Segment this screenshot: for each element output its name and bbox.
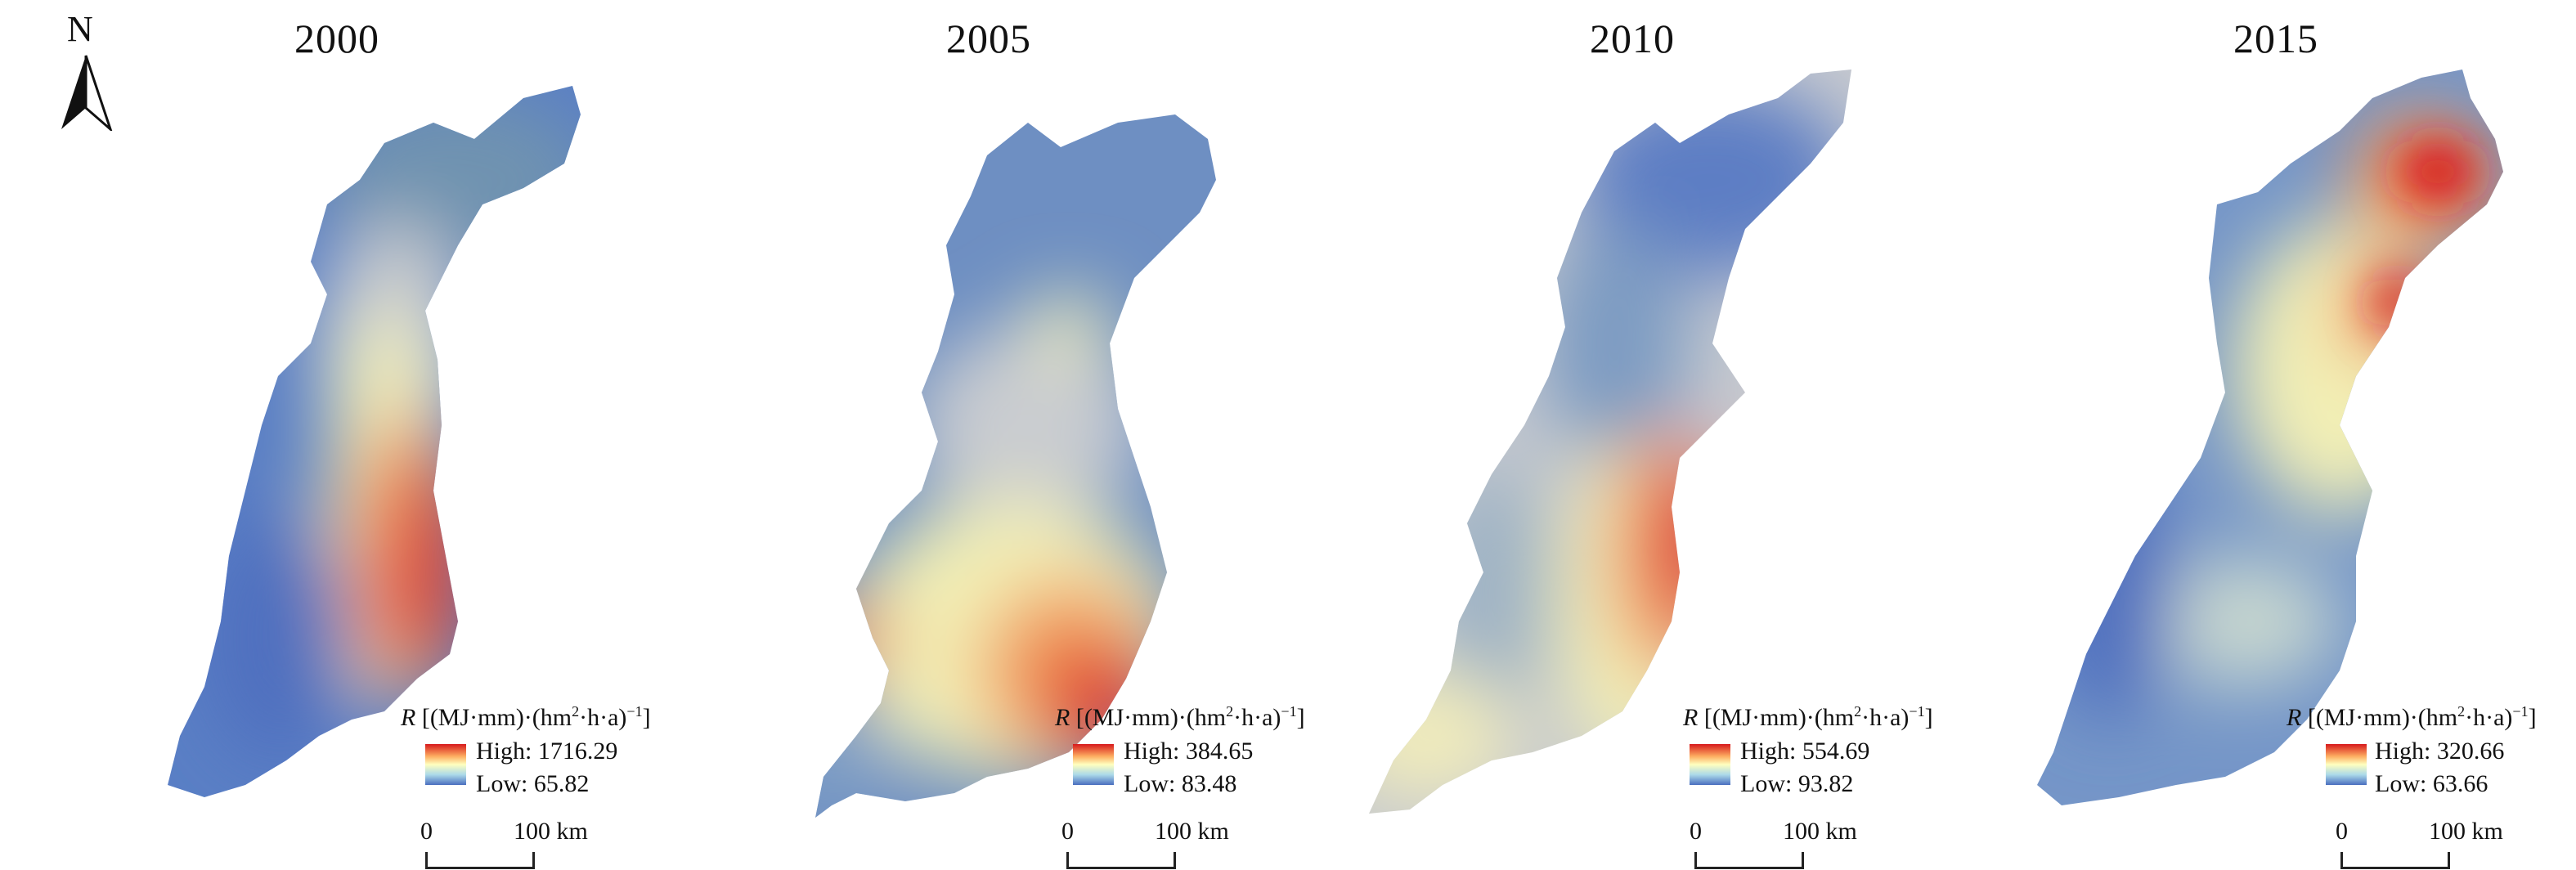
scale-zero: 0 — [420, 818, 433, 845]
scale-bar-line — [2340, 852, 2450, 869]
erosivity-map-2000 — [168, 86, 581, 797]
legend-low: Low: 83.48 — [1124, 770, 1237, 797]
scale-bar-line — [1694, 852, 1804, 869]
map-panel-2005: 2005 — [644, 0, 1288, 870]
legend-title: R [(MJ·mm)·(hm2·h·a)−1] — [1055, 703, 1305, 731]
color-ramp — [425, 744, 466, 785]
color-ramp — [1073, 744, 1114, 785]
scale-end: 100 km — [514, 818, 588, 845]
legend-high: High: 320.66 — [2375, 738, 2505, 765]
map-panel-2000: 2000 — [0, 0, 644, 870]
erosivity-map-2005 — [815, 114, 1216, 818]
erosivity-map-2015 — [2037, 70, 2503, 805]
scale-bar-line — [425, 852, 535, 869]
legend-title: R [(MJ·mm)·(hm2·h·a)−1] — [401, 703, 651, 731]
scale-end: 100 km — [1155, 818, 1229, 845]
color-ramp — [2326, 744, 2367, 785]
legend-high: High: 1716.29 — [476, 738, 618, 765]
legend-low: Low: 63.66 — [2375, 770, 2488, 797]
north-arrow-icon — [61, 55, 113, 131]
panel-year: 2005 — [946, 16, 1031, 61]
color-ramp — [1690, 744, 1730, 785]
scale-zero: 0 — [2336, 818, 2348, 845]
legend-high: High: 554.69 — [1740, 738, 1870, 765]
legend-high: High: 384.65 — [1124, 738, 1254, 765]
scale-end: 100 km — [1783, 818, 1857, 845]
legend-title: R [(MJ·mm)·(hm2·h·a)−1] — [1683, 703, 1933, 731]
scale-bar-line — [1066, 852, 1176, 869]
panel-year: 2000 — [294, 16, 379, 61]
legend-title: R [(MJ·mm)·(hm2·h·a)−1] — [2287, 703, 2537, 731]
erosivity-map-2010 — [1369, 70, 1851, 814]
north-label: N — [67, 9, 93, 49]
panel-year: 2010 — [1590, 16, 1675, 61]
north-arrow: N — [57, 8, 114, 131]
panel-year: 2015 — [2233, 16, 2318, 61]
scale-zero: 0 — [1061, 818, 1074, 845]
scale-end: 100 km — [2429, 818, 2503, 845]
map-panel-2015: 2015 — [1931, 0, 2575, 870]
legend-low: Low: 65.82 — [476, 770, 590, 797]
map-panel-2010: 2010 — [1287, 0, 1932, 870]
legend-low: Low: 93.82 — [1740, 770, 1854, 797]
scale-zero: 0 — [1690, 818, 1702, 845]
